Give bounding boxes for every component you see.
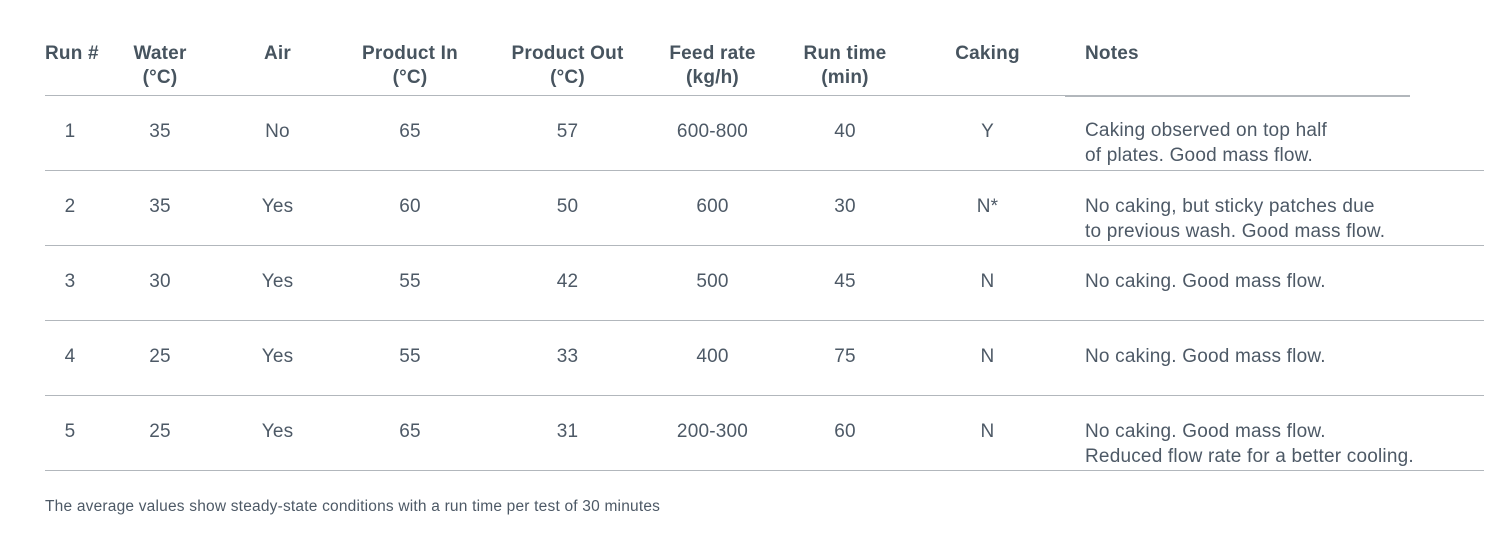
cell-notes-run3: No caking. Good mass flow. — [1065, 245, 1484, 321]
cell-product_out-run1: 57 — [490, 95, 645, 171]
cell-caking-run4: N — [910, 320, 1065, 396]
cell-caking-run2: N* — [910, 170, 1065, 246]
cell-run-run2: 2 — [45, 170, 95, 246]
table-body: 1 35 No 65 57 600-800 40 Y Caking observed on to… — [45, 95, 1484, 471]
cell-product_in-run5: 65 — [330, 395, 490, 471]
cell-product_in-run1: 65 — [330, 95, 490, 171]
header-product_out: Product Out (°C) — [490, 36, 645, 96]
header-water: Water (°C) — [95, 36, 225, 96]
header-label-caking: Caking — [955, 43, 1020, 64]
cell-run_time-run2: 30 — [780, 170, 910, 246]
table-footnote: The average values show steady-state con… — [45, 497, 661, 515]
cell-water-run1: 35 — [95, 95, 225, 171]
cell-water-run4: 25 — [95, 320, 225, 396]
cell-caking-run3: N — [910, 245, 1065, 321]
header-unit-product_out: (°C) — [550, 67, 585, 88]
header-air: Air — [225, 36, 330, 96]
cell-notes-run1: Caking observed on top half of plates. G… — [1065, 95, 1484, 171]
cell-air-run3: Yes — [225, 245, 330, 321]
cell-feed_rate-run2: 600 — [645, 170, 780, 246]
header-unit-feed_rate: (kg/h) — [686, 67, 739, 88]
header-label-product_in: Product In — [362, 43, 458, 64]
cell-notes-run5: No caking. Good mass flow. Reduced flow … — [1065, 395, 1484, 471]
header-label-water: Water — [133, 43, 187, 64]
table-row-5: 5 25 Yes 65 31 200-300 60 N No caking. Good mass… — [45, 395, 1484, 471]
cell-run-run1: 1 — [45, 95, 95, 171]
cell-water-run3: 30 — [95, 245, 225, 321]
header-notes: Notes — [1065, 36, 1484, 97]
cell-run_time-run5: 60 — [780, 395, 910, 471]
header-label-air: Air — [264, 43, 291, 64]
cell-water-run2: 35 — [95, 170, 225, 246]
header-run: Run # — [45, 36, 99, 96]
cell-notes-run4: No caking. Good mass flow. — [1065, 320, 1484, 396]
cell-water-run5: 25 — [95, 395, 225, 471]
cell-caking-run1: Y — [910, 95, 1065, 171]
cell-product_in-run3: 55 — [330, 245, 490, 321]
cell-product_out-run4: 33 — [490, 320, 645, 396]
header-label-notes: Notes — [1085, 43, 1139, 64]
cell-air-run5: Yes — [225, 395, 330, 471]
cell-run-run5: 5 — [45, 395, 95, 471]
header-label-product_out: Product Out — [511, 43, 624, 64]
table-row-1: 1 35 No 65 57 600-800 40 Y Caking observed on to… — [45, 95, 1484, 171]
cell-product_out-run2: 50 — [490, 170, 645, 246]
header-unit-water: (°C) — [142, 67, 178, 88]
table-row-4: 4 25 Yes 55 33 400 75 N No caking. Good mass flo… — [45, 320, 1484, 396]
cell-air-run4: Yes — [225, 320, 330, 396]
cell-run_time-run1: 40 — [780, 95, 910, 171]
header-label-run: Run # — [45, 43, 99, 64]
header-feed_rate: Feed rate (kg/h) — [645, 36, 780, 96]
cell-air-run1: No — [225, 95, 330, 171]
cell-product_in-run4: 55 — [330, 320, 490, 396]
header-unit-run_time: (min) — [821, 67, 869, 88]
cell-run_time-run4: 75 — [780, 320, 910, 396]
header-row: Run # Water (°C) Air Product In (°C) Product O… — [45, 36, 1484, 97]
cell-product_out-run3: 42 — [490, 245, 645, 321]
cell-run-run4: 4 — [45, 320, 95, 396]
table-row-3: 3 30 Yes 55 42 500 45 N No caking. Good mass flo… — [45, 245, 1484, 321]
cell-feed_rate-run3: 500 — [645, 245, 780, 321]
table-header: Run # Water (°C) Air Product In (°C) Product O… — [45, 36, 1484, 97]
header-unit-product_in: (°C) — [392, 67, 428, 88]
header-label-run_time: Run time — [803, 43, 887, 64]
cell-caking-run5: N — [910, 395, 1065, 471]
cell-feed_rate-run1: 600-800 — [645, 95, 780, 171]
cell-run_time-run3: 45 — [780, 245, 910, 321]
header-label-feed_rate: Feed rate — [669, 43, 756, 64]
header-product_in: Product In (°C) — [330, 36, 490, 96]
test-runs-table: Run # Water (°C) Air Product In (°C) Product O… — [45, 36, 1484, 471]
header-caking: Caking — [910, 36, 1065, 96]
document-page: Run # Water (°C) Air Product In (°C) Product O… — [45, 36, 1484, 515]
cell-air-run2: Yes — [225, 170, 330, 246]
header-run_time: Run time (min) — [780, 36, 910, 96]
cell-notes-run2: No caking, but sticky patches due to pre… — [1065, 170, 1484, 246]
table-row-2: 2 35 Yes 60 50 600 30 N* No caking, but sticky p… — [45, 170, 1484, 246]
cell-feed_rate-run5: 200-300 — [645, 395, 780, 471]
cell-product_in-run2: 60 — [330, 170, 490, 246]
cell-product_out-run5: 31 — [490, 395, 645, 471]
cell-run-run3: 3 — [45, 245, 95, 321]
cell-feed_rate-run4: 400 — [645, 320, 780, 396]
